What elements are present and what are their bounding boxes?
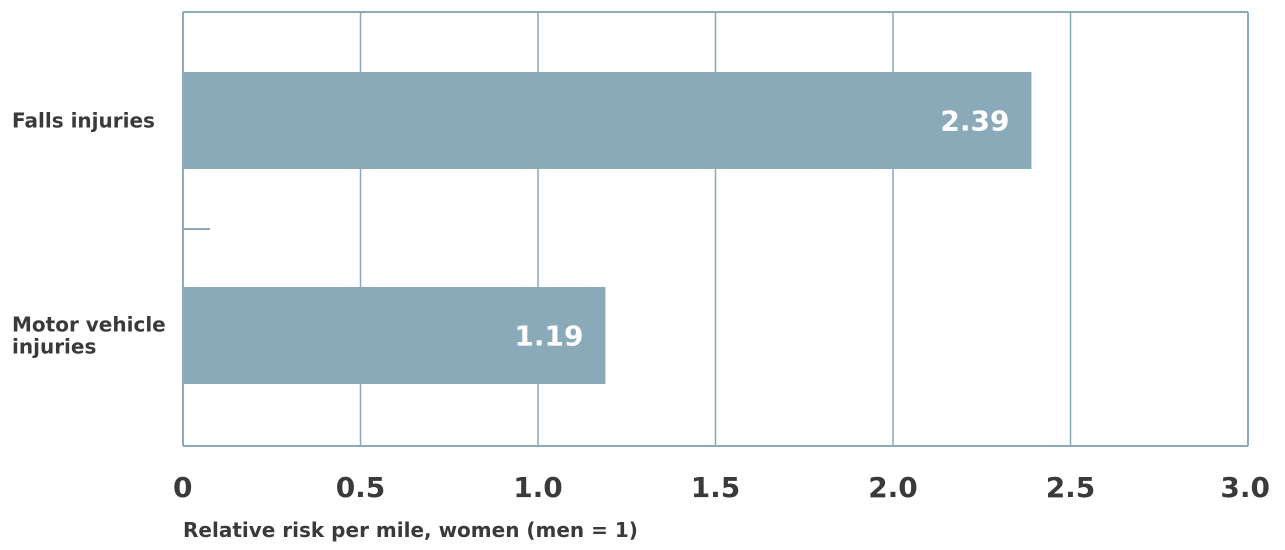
bar	[183, 287, 606, 384]
x-tick-label: 1.5	[691, 471, 741, 504]
x-tick-label: 2.0	[868, 471, 918, 504]
x-axis-title: Relative risk per mile, women (men = 1)	[183, 518, 638, 542]
bar-value-label: 2.39	[940, 105, 1009, 138]
category-label: Falls injuries	[12, 109, 155, 133]
category-label: Motor vehicle injuries	[12, 313, 166, 359]
x-tick-label: 2.5	[1046, 471, 1096, 504]
labels: 0 0.5 1.0 1.5 2.0 2.5 3.0 2.39 Falls injuries 1.1…	[12, 105, 1270, 505]
bar	[183, 72, 1032, 169]
bars	[183, 72, 1032, 384]
x-tick-label: 0.5	[336, 471, 386, 504]
x-tick-label: 1.0	[513, 471, 563, 504]
x-tick-label: 3.0	[1220, 471, 1270, 504]
bar-value-label: 1.19	[514, 320, 583, 353]
x-tick-label: 0	[173, 471, 192, 504]
